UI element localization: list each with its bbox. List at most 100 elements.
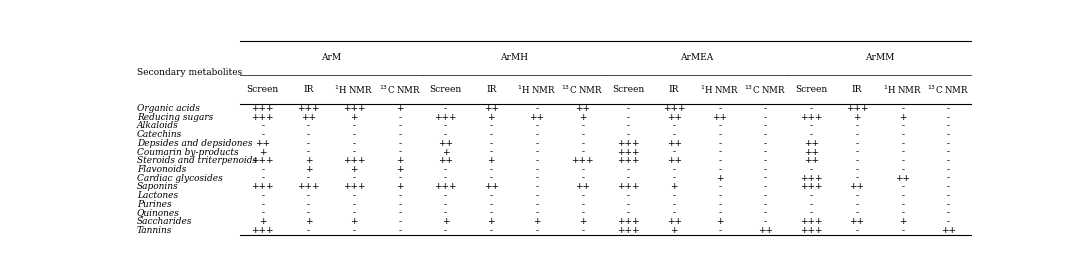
- Text: -: -: [398, 113, 401, 122]
- Text: +++: +++: [343, 156, 365, 165]
- Text: -: -: [718, 165, 721, 174]
- Text: -: -: [627, 200, 630, 209]
- Text: $^{1}$H NMR: $^{1}$H NMR: [700, 83, 739, 96]
- Text: -: -: [947, 200, 950, 209]
- Text: -: -: [398, 200, 401, 209]
- Text: -: -: [672, 174, 676, 183]
- Text: +: +: [442, 147, 450, 156]
- Text: -: -: [947, 113, 950, 122]
- Text: -: -: [855, 200, 858, 209]
- Text: -: -: [352, 139, 356, 148]
- Text: -: -: [535, 130, 538, 139]
- Text: -: -: [307, 200, 310, 209]
- Text: -: -: [627, 113, 630, 122]
- Text: -: -: [444, 130, 448, 139]
- Text: Flavonoids: Flavonoids: [137, 165, 186, 174]
- Text: Organic acids: Organic acids: [137, 104, 200, 113]
- Text: -: -: [352, 191, 356, 200]
- Text: -: -: [855, 156, 858, 165]
- Text: IR: IR: [304, 85, 313, 94]
- Text: ++: ++: [438, 139, 453, 148]
- Text: -: -: [902, 208, 904, 217]
- Text: -: -: [810, 191, 813, 200]
- Text: -: -: [444, 191, 448, 200]
- Text: Secondary metabolites: Secondary metabolites: [137, 68, 242, 77]
- Text: -: -: [764, 104, 768, 113]
- Text: -: -: [398, 217, 401, 226]
- Text: -: -: [855, 147, 858, 156]
- Text: -: -: [398, 139, 401, 148]
- Text: -: -: [582, 208, 584, 217]
- Text: +: +: [305, 217, 312, 226]
- Text: ++: ++: [255, 139, 270, 148]
- Text: -: -: [718, 182, 721, 191]
- Text: +++: +++: [800, 226, 823, 235]
- Text: Steroids and triterpenoids: Steroids and triterpenoids: [137, 156, 257, 165]
- Text: -: -: [672, 191, 676, 200]
- Text: +: +: [259, 217, 266, 226]
- Text: +: +: [305, 156, 312, 165]
- Text: Quinones: Quinones: [137, 208, 179, 217]
- Text: -: -: [582, 174, 584, 183]
- Text: -: -: [352, 200, 356, 209]
- Text: -: -: [810, 121, 813, 130]
- Text: -: -: [490, 165, 493, 174]
- Text: Screen: Screen: [796, 85, 827, 94]
- Text: +++: +++: [663, 104, 685, 113]
- Text: -: -: [490, 208, 493, 217]
- Text: IR: IR: [669, 85, 679, 94]
- Text: -: -: [490, 200, 493, 209]
- Text: -: -: [535, 174, 538, 183]
- Text: -: -: [810, 104, 813, 113]
- Text: -: -: [810, 130, 813, 139]
- Text: $^{13}$C NMR: $^{13}$C NMR: [561, 83, 604, 96]
- Text: ++: ++: [940, 226, 956, 235]
- Text: ++: ++: [530, 113, 545, 122]
- Text: Coumarin by-products: Coumarin by-products: [137, 147, 239, 156]
- Text: -: -: [855, 165, 858, 174]
- Text: -: -: [535, 200, 538, 209]
- Text: +++: +++: [252, 182, 273, 191]
- Text: +++: +++: [800, 113, 823, 122]
- Text: ++: ++: [667, 217, 682, 226]
- Text: +++: +++: [845, 104, 868, 113]
- Text: ++: ++: [804, 139, 818, 148]
- Text: -: -: [672, 208, 676, 217]
- Text: -: -: [490, 130, 493, 139]
- Text: +: +: [396, 104, 403, 113]
- Text: +: +: [396, 182, 403, 191]
- Text: -: -: [307, 147, 310, 156]
- Text: -: -: [764, 130, 768, 139]
- Text: ++: ++: [850, 217, 865, 226]
- Text: -: -: [672, 165, 676, 174]
- Text: -: -: [764, 182, 768, 191]
- Text: -: -: [672, 130, 676, 139]
- Text: Reducing sugars: Reducing sugars: [137, 113, 213, 122]
- Text: -: -: [947, 174, 950, 183]
- Text: ++: ++: [667, 156, 682, 165]
- Text: -: -: [947, 182, 950, 191]
- Text: ++: ++: [575, 182, 590, 191]
- Text: +: +: [899, 217, 906, 226]
- Text: -: -: [810, 208, 813, 217]
- Text: Screen: Screen: [429, 85, 462, 94]
- Text: -: -: [764, 208, 768, 217]
- Text: -: -: [398, 191, 401, 200]
- Text: -: -: [764, 139, 768, 148]
- Text: IR: IR: [486, 85, 496, 94]
- Text: +++: +++: [435, 113, 457, 122]
- Text: -: -: [490, 147, 493, 156]
- Text: -: -: [444, 121, 448, 130]
- Text: -: -: [947, 104, 950, 113]
- Text: +: +: [853, 113, 860, 122]
- Text: +: +: [488, 156, 495, 165]
- Text: +: +: [670, 226, 678, 235]
- Text: ArM: ArM: [321, 54, 342, 63]
- Text: +: +: [670, 182, 678, 191]
- Text: +++: +++: [617, 147, 640, 156]
- Text: -: -: [352, 147, 356, 156]
- Text: ++: ++: [575, 104, 590, 113]
- Text: -: -: [582, 191, 584, 200]
- Text: +: +: [716, 174, 723, 183]
- Text: -: -: [902, 165, 904, 174]
